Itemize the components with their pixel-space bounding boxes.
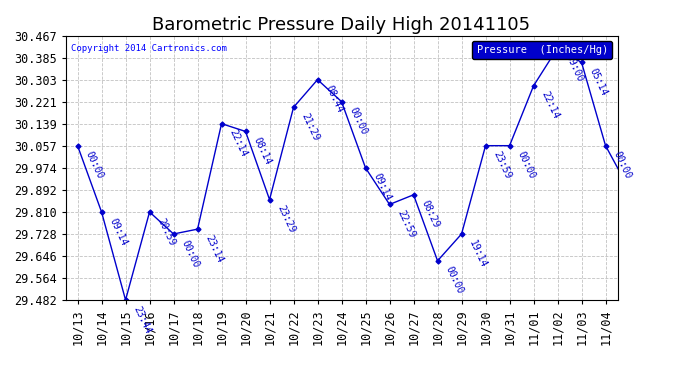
Text: 00:00: 00:00 xyxy=(515,150,537,181)
Text: 08:29: 08:29 xyxy=(419,199,441,230)
Text: 23:29: 23:29 xyxy=(275,204,297,235)
Text: 05:14: 05:14 xyxy=(587,67,609,98)
Text: 00:00: 00:00 xyxy=(443,265,464,296)
Text: 23:14: 23:14 xyxy=(203,233,224,264)
Legend: Pressure  (Inches/Hg): Pressure (Inches/Hg) xyxy=(472,41,612,59)
Text: 00:00: 00:00 xyxy=(611,150,633,181)
Text: 08:44: 08:44 xyxy=(323,84,344,115)
Text: 00:00: 00:00 xyxy=(83,150,105,181)
Text: 00:00: 00:00 xyxy=(347,106,368,136)
Text: 22:14: 22:14 xyxy=(227,128,248,159)
Title: Barometric Pressure Daily High 20141105: Barometric Pressure Daily High 20141105 xyxy=(152,16,531,34)
Text: 08:14: 08:14 xyxy=(251,136,273,166)
Text: 23:59: 23:59 xyxy=(491,150,513,181)
Text: 09:00: 09:00 xyxy=(563,52,584,83)
Text: 22:59: 22:59 xyxy=(395,209,417,240)
Text: Copyright 2014 Cartronics.com: Copyright 2014 Cartronics.com xyxy=(71,44,227,52)
Text: 09:14: 09:14 xyxy=(107,216,128,247)
Text: 09:14: 09:14 xyxy=(371,172,393,203)
Text: 23:59: 23:59 xyxy=(0,374,1,375)
Text: 00:00: 00:00 xyxy=(179,238,201,269)
Text: 22:14: 22:14 xyxy=(539,90,560,121)
Text: 20:59: 20:59 xyxy=(155,216,177,247)
Text: 19:14: 19:14 xyxy=(467,238,489,269)
Text: 23:44: 23:44 xyxy=(131,304,152,335)
Text: 21:29: 21:29 xyxy=(299,111,321,142)
